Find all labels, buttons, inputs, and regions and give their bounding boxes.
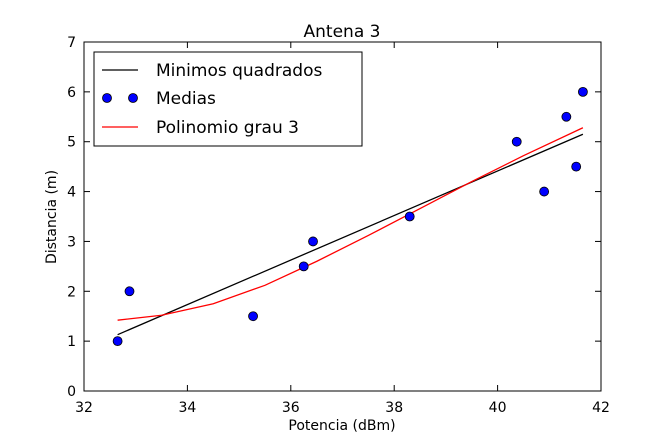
y-tick-label: 2 [67,284,76,300]
y-tick-label: 1 [67,334,76,350]
legend: Minimos quadrados Medias Polinomio grau … [93,51,363,147]
x-tick-label: 38 [385,400,403,416]
legend-label-medias: Medias [156,89,216,109]
legend-label-minimos: Minimos quadrados [156,61,322,81]
x-tick-label: 34 [178,400,196,416]
series-line-2 [117,127,584,321]
data-point [578,86,588,97]
data-point [571,161,582,172]
x-tick-label: 36 [282,400,300,416]
x-tick-label: 32 [75,400,93,416]
y-tick-label: 7 [67,35,76,51]
plot-area [112,86,588,347]
data-point [308,236,318,247]
y-axis-label: Distancia (m) [44,170,60,264]
data-point [124,286,135,297]
legend-marker-dot-2 [128,93,138,103]
x-axis-label: Potencia (dBm) [288,418,395,434]
data-point [511,136,522,147]
x-tick-label: 40 [489,400,507,416]
data-point [298,261,309,272]
legend-box [93,51,363,147]
plot-frame [83,41,602,392]
y-tick-label: 5 [67,135,76,151]
legend-marker-dot-1 [102,93,112,103]
y-tick-label: 4 [67,185,76,201]
x-tick-label: 42 [592,400,610,416]
legend-label-polinomio: Polinomio grau 3 [156,118,299,138]
y-tick-label: 6 [67,85,76,101]
series-line-0 [117,133,584,336]
y-tick-label: 0 [67,384,76,400]
chart-title: Antena 3 [304,22,381,42]
data-point [561,111,572,122]
y-tick-label: 3 [67,234,76,250]
data-point [404,211,415,222]
data-point [248,311,258,322]
data-point [539,186,550,197]
data-point [112,336,123,347]
